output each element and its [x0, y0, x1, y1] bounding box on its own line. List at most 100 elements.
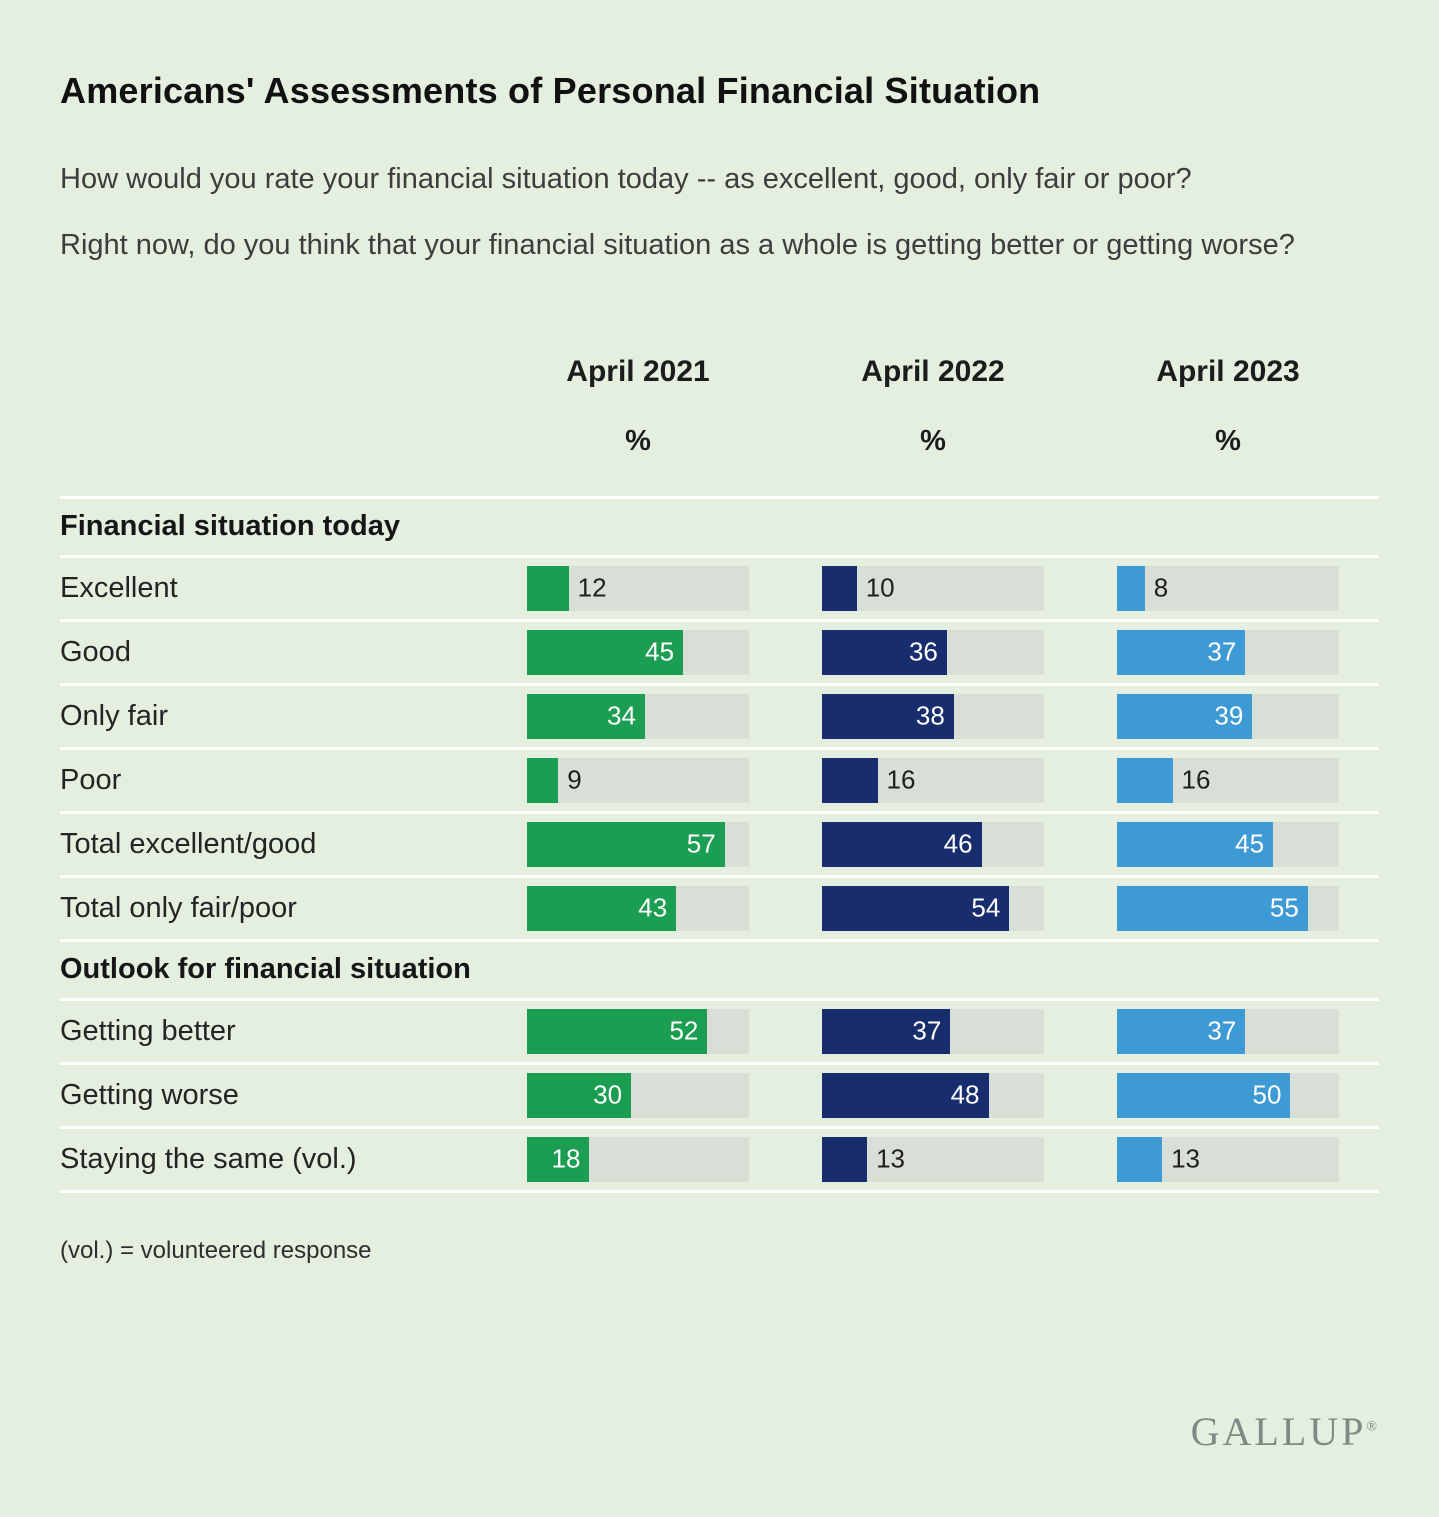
survey-question-1: How would you rate your financial situat… [60, 163, 1192, 195]
bar-value: 37 [1207, 1015, 1237, 1046]
bar: 52 [527, 1008, 708, 1054]
bar-cell: 38 [822, 686, 1117, 747]
bar-cell: 50 [1117, 1065, 1339, 1126]
footnote: (vol.) = volunteered response [60, 1236, 372, 1264]
bar-value: 43 [638, 892, 668, 923]
bar: 46 [822, 821, 982, 867]
bar-track: 38 [822, 693, 1044, 739]
table-row: Staying the same (vol.) 18 13 13 [60, 1125, 1379, 1190]
bar-cell: 48 [822, 1065, 1117, 1126]
bar-value: 30 [593, 1079, 623, 1110]
bar [822, 757, 878, 803]
bar: 48 [822, 1072, 989, 1118]
bar-cell: 9 [527, 750, 822, 811]
bar: 39 [1117, 693, 1253, 739]
bar-track: 46 [822, 821, 1044, 867]
bar [1117, 565, 1145, 611]
bar-cell: 37 [1117, 622, 1339, 683]
section-header: Financial situation today [60, 495, 1379, 555]
column-unit: % [920, 424, 946, 457]
bar-value: 10 [865, 572, 895, 603]
bar-track: 13 [822, 1136, 1044, 1182]
bar-value: 48 [950, 1079, 980, 1110]
bar: 30 [527, 1072, 632, 1118]
bar-track: 12 [527, 565, 749, 611]
bar-cell: 45 [527, 622, 822, 683]
bar-value: 37 [912, 1015, 942, 1046]
bar-track: 37 [822, 1008, 1044, 1054]
bar-track: 55 [1117, 885, 1339, 931]
bar-cell: 39 [1117, 686, 1339, 747]
bar-track: 39 [1117, 693, 1339, 739]
bar [1117, 1136, 1163, 1182]
row-label: Good [60, 635, 131, 668]
bar-value: 16 [1181, 764, 1211, 795]
column-unit: % [625, 424, 651, 457]
column-header-april-2021: April 2021 % [527, 355, 749, 458]
page-title: Americans' Assessments of Personal Finan… [60, 70, 1041, 111]
bar: 36 [822, 629, 947, 675]
bar-cell: 37 [822, 1001, 1117, 1062]
bar-value: 54 [971, 892, 1001, 923]
bar-track: 10 [822, 565, 1044, 611]
bar-cell: 46 [822, 814, 1117, 875]
bar-value: 55 [1269, 892, 1299, 923]
bar-track: 16 [822, 757, 1044, 803]
bar-value: 18 [551, 1143, 581, 1174]
gallup-logo: GALLUP® [1191, 1408, 1377, 1455]
bar-cell: 16 [822, 750, 1117, 811]
bar-cell: 13 [822, 1129, 1117, 1190]
row-label: Getting worse [60, 1078, 239, 1111]
bar-cell: 54 [822, 878, 1117, 939]
bar-track: 48 [822, 1072, 1044, 1118]
bar: 43 [527, 885, 677, 931]
row-label: Excellent [60, 571, 178, 604]
bar: 45 [527, 629, 684, 675]
bar: 37 [1117, 1008, 1246, 1054]
bar-track: 37 [1117, 629, 1339, 675]
bar-cell: 10 [822, 558, 1117, 619]
table-row: Good 45 36 37 [60, 618, 1379, 683]
table-row: Excellent 12 10 8 [60, 554, 1379, 619]
table-row: Only fair 34 38 39 [60, 682, 1379, 747]
bar-cell: 37 [1117, 1001, 1339, 1062]
bar-value: 12 [577, 572, 607, 603]
row-label: Only fair [60, 699, 168, 732]
bar-value: 45 [645, 636, 675, 667]
bar-value: 52 [669, 1015, 699, 1046]
survey-question-2: Right now, do you think that your financ… [60, 229, 1295, 262]
bar-cell: 52 [527, 1001, 822, 1062]
bar-cell: 30 [527, 1065, 822, 1126]
bar-value: 34 [607, 700, 636, 731]
bar [1117, 757, 1173, 803]
bar: 34 [527, 693, 645, 739]
bar-track: 30 [527, 1072, 749, 1118]
section-header: Outlook for financial situation [60, 938, 1379, 998]
bar-value: 37 [1207, 636, 1237, 667]
bar: 57 [527, 821, 725, 867]
bar-value: 39 [1214, 700, 1244, 731]
table-row: Total only fair/poor 43 54 55 [60, 874, 1379, 939]
bar-track: 16 [1117, 757, 1339, 803]
row-label: Total excellent/good [60, 827, 317, 860]
bar [822, 565, 857, 611]
bar-track: 37 [1117, 1008, 1339, 1054]
bar-cell: 36 [822, 622, 1117, 683]
bar-cell: 8 [1117, 558, 1339, 619]
bar-cell: 34 [527, 686, 822, 747]
bar-track: 52 [527, 1008, 749, 1054]
column-headers: April 2021 % April 2022 % April 2023 % [60, 355, 1379, 458]
column-label: April 2023 [1156, 354, 1300, 388]
bar-track: 45 [527, 629, 749, 675]
column-header-april-2023: April 2023 % [1117, 355, 1339, 458]
bar-value: 45 [1235, 828, 1265, 859]
bar: 37 [822, 1008, 951, 1054]
bar-cell: 13 [1117, 1129, 1339, 1190]
bar: 45 [1117, 821, 1274, 867]
table-row: Total excellent/good 57 46 45 [60, 810, 1379, 875]
bar-track: 8 [1117, 565, 1339, 611]
bar-track: 13 [1117, 1136, 1339, 1182]
chart-table: Financial situation today Excellent 12 10 8 G… [60, 495, 1379, 1193]
bar-cell: 57 [527, 814, 822, 875]
